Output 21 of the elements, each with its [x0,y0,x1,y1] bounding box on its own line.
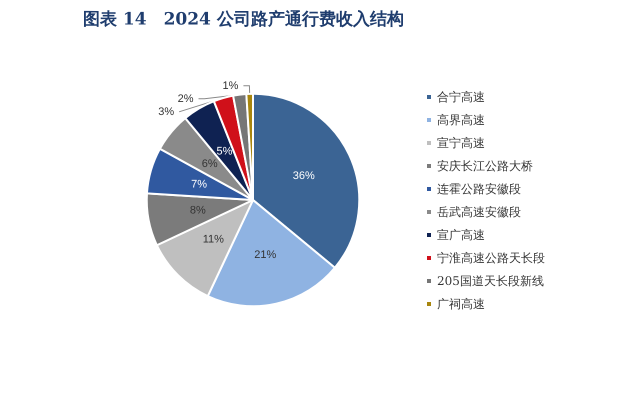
data-label: 2% [178,92,194,105]
data-label: 21% [254,248,276,261]
data-label: 1% [222,80,239,92]
data-label: 6% [202,158,218,170]
legend-label: 安庆长江公路大桥 [437,159,533,173]
legend-label: 岳武高速安徽段 [437,205,521,219]
data-label: 5% [216,146,233,158]
data-label: 8% [190,204,206,217]
legend-label: 宣宁高速 [437,136,485,150]
legend-label: 宁淮高速公路天长段 [437,251,545,265]
legend-label: 合宁高速 [437,90,485,104]
legend-label: 宣广高速 [437,228,485,242]
data-label: 36% [292,170,316,182]
data-label: 3% [158,106,174,118]
chart-title: 图表 14 2024 公司路产通行费收入结构 [83,10,404,30]
legend-label: 高界高速 [437,113,485,127]
legend-label: 广祠高速 [437,297,485,311]
legend-label: 连霍公路安徽段 [437,182,521,196]
data-label: 11% [202,234,224,246]
legend-label: 205国道天长段新线 [437,274,544,288]
data-label: 7% [191,178,208,190]
